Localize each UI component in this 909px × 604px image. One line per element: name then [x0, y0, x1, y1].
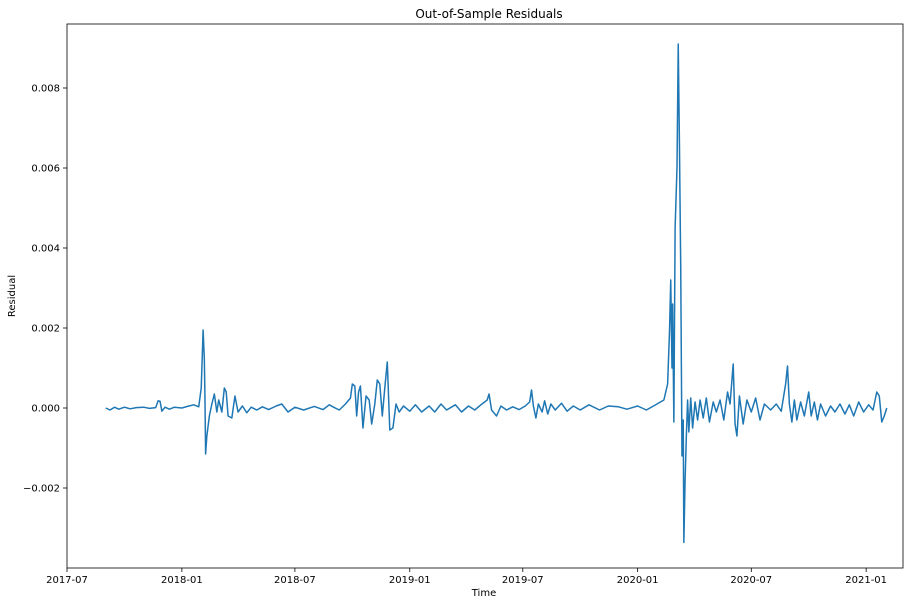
y-axis-label: Residual — [7, 275, 18, 317]
y-tick-label: 0.008 — [31, 84, 60, 95]
x-tick-label: 2021-01 — [845, 575, 887, 586]
residual-series-line — [105, 43, 888, 544]
x-tick-label: 2018-01 — [161, 575, 203, 586]
x-axis-ticks: 2017-07 2018-01 2018-07 2019-01 2019-07 2020-… — [46, 568, 887, 586]
y-tick-label: −0.002 — [23, 484, 60, 495]
x-tick-label: 2019-07 — [502, 575, 544, 586]
chart-title: Out-of-Sample Residuals — [415, 7, 562, 21]
x-tick-label: 2017-07 — [46, 575, 88, 586]
y-tick-label: 0.006 — [31, 164, 60, 175]
y-tick-label: 0.000 — [31, 404, 60, 415]
x-tick-label: 2019-01 — [389, 575, 431, 586]
y-tick-label: 0.002 — [31, 324, 60, 335]
x-tick-label: 2020-07 — [730, 575, 772, 586]
x-tick-label: 2018-07 — [274, 575, 316, 586]
plot-area-frame — [66, 23, 904, 569]
series-layer — [105, 43, 888, 544]
x-tick-label: 2020-01 — [617, 575, 659, 586]
y-tick-label: 0.004 — [31, 244, 60, 255]
y-axis-ticks: −0.002 0.000 0.002 0.004 0.006 0.008 — [23, 84, 67, 495]
x-axis-label: Time — [471, 588, 496, 599]
